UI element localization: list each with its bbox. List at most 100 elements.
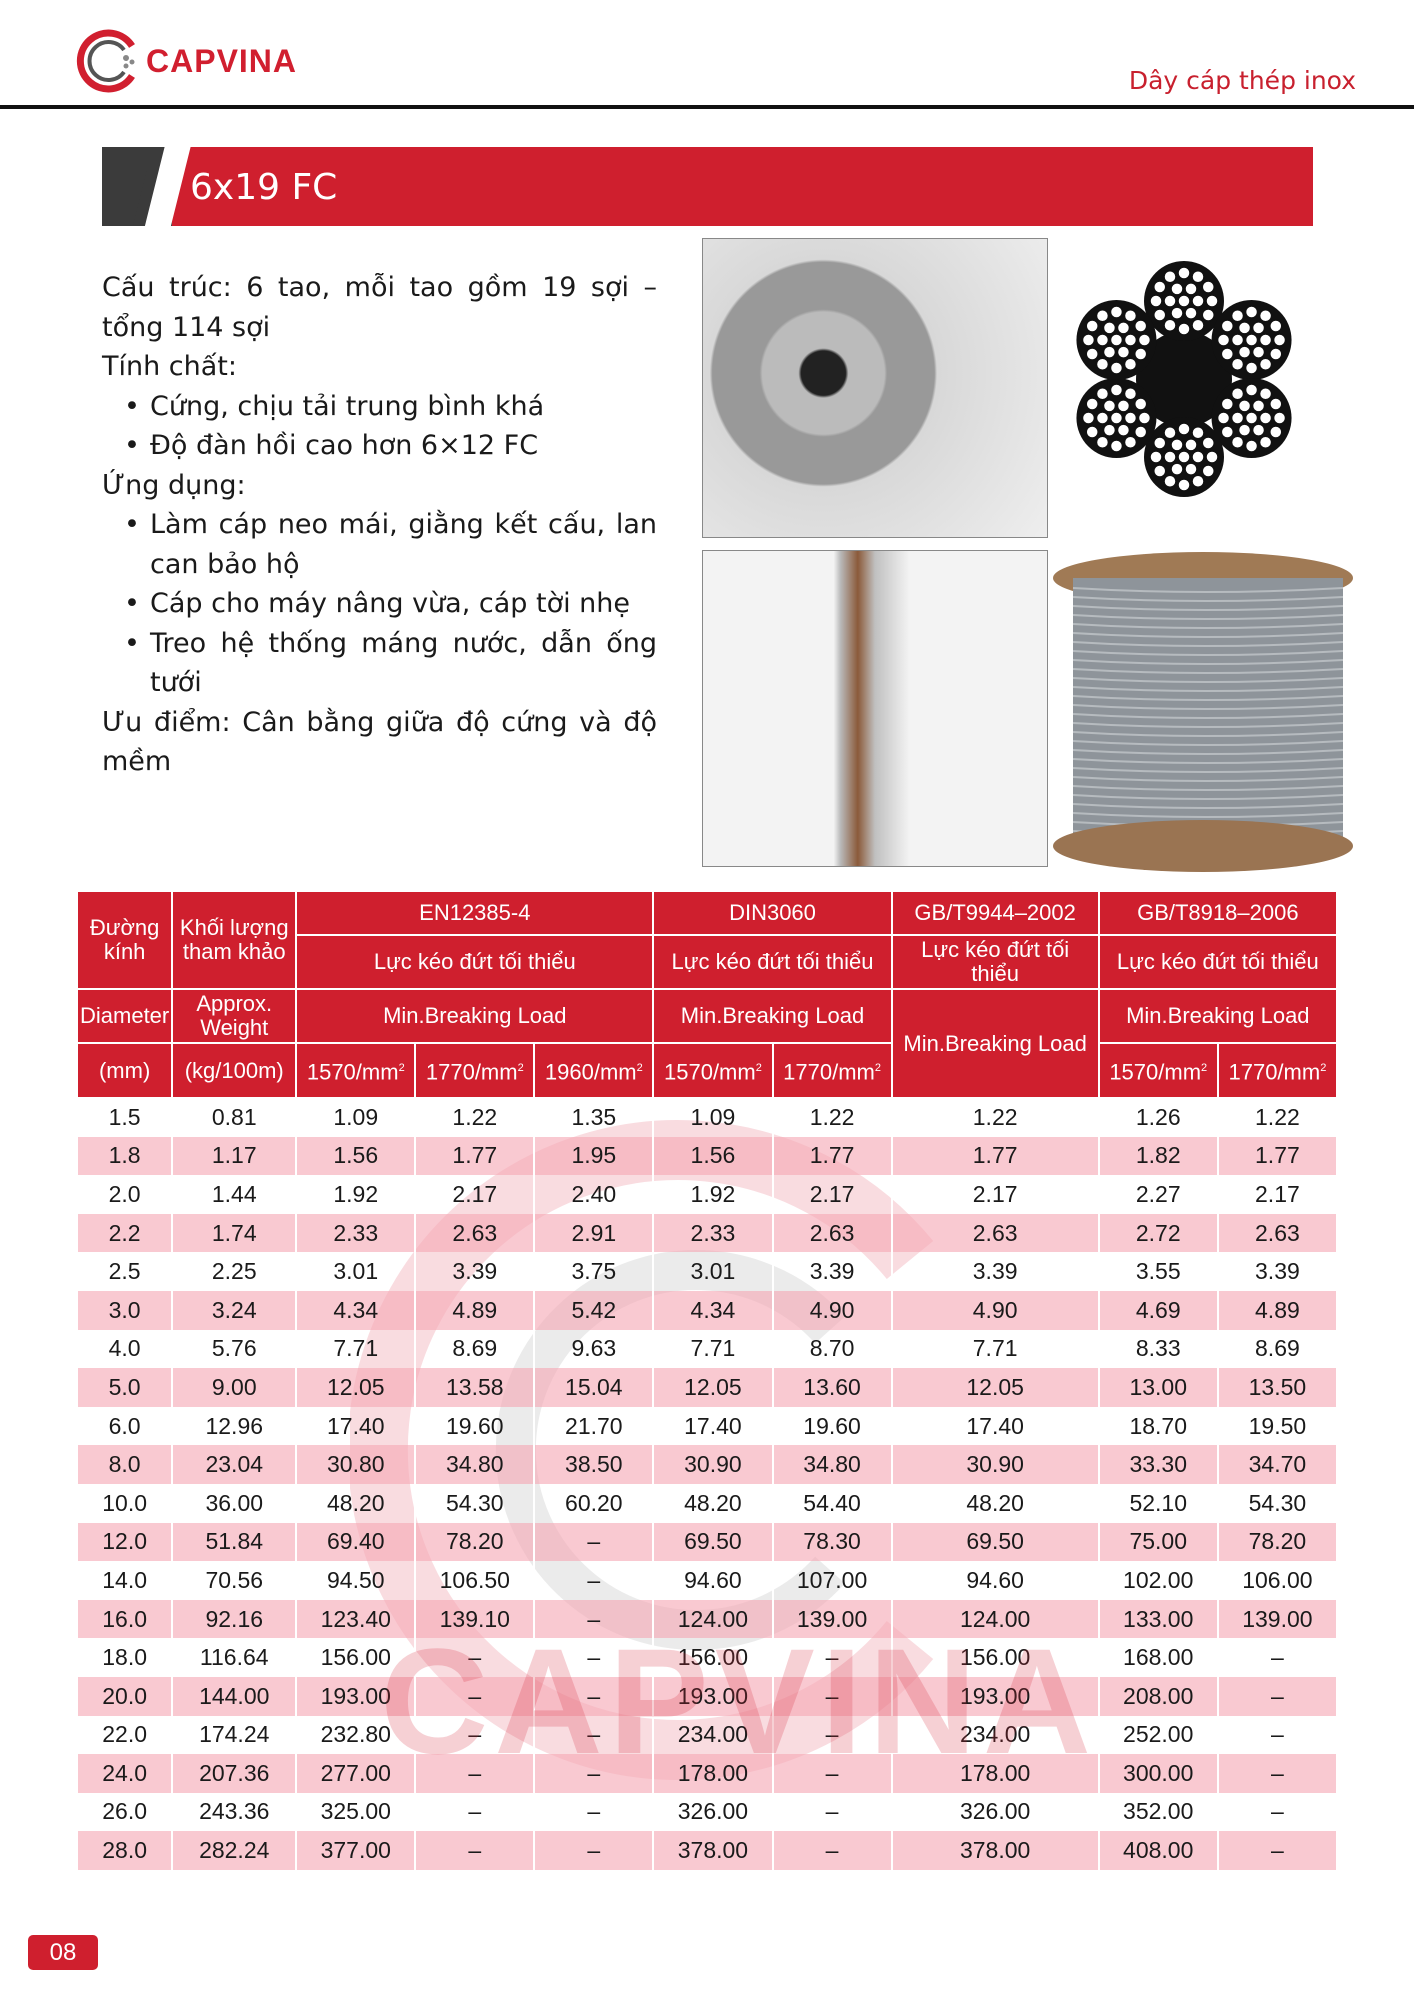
table-cell: 133.00	[1098, 1599, 1219, 1639]
header-grade: 1960/mm2	[534, 1043, 655, 1099]
table-cell: –	[772, 1831, 893, 1870]
table-cell: 300.00	[1098, 1754, 1219, 1793]
table-row: 2.5 2.25 3.01 3.39 3.75 3.01 3.39 3.39 3.55 3.39	[78, 1252, 1339, 1291]
header-std-en12385: EN12385-4	[296, 892, 655, 936]
table-cell: 3.39	[415, 1252, 536, 1291]
table-cell: 78.20	[1217, 1522, 1339, 1562]
table-cell: 60.20	[534, 1483, 655, 1523]
table-cell: 408.00	[1098, 1831, 1219, 1870]
header-grade: 1570/mm2	[1098, 1043, 1219, 1099]
table-cell: 48.20	[653, 1483, 774, 1523]
table-cell: 1.22	[1217, 1098, 1339, 1137]
table-cell: 51.84	[172, 1522, 298, 1562]
table-cell: 1.77	[891, 1136, 1100, 1176]
table-cell: –	[534, 1754, 655, 1793]
table-cell: 1.77	[1217, 1136, 1339, 1176]
header-mbl-en: Min.Breaking Load	[891, 989, 1100, 1099]
document-category: Dây cáp thép inox	[1128, 66, 1356, 95]
header-mbl-en: Min.Breaking Load	[1098, 989, 1339, 1044]
table-row: 5.0 9.00 12.05 13.58 15.04 12.05 13.60 12.05 13.…	[78, 1368, 1339, 1407]
applications-label: Ứng dụng:	[102, 469, 246, 501]
table-cell: –	[1217, 1715, 1339, 1755]
table-cell: 1.22	[772, 1098, 893, 1137]
table-cell: 378.00	[891, 1831, 1100, 1870]
table-cell: –	[415, 1754, 536, 1793]
table-cell: 21.70	[534, 1406, 655, 1446]
table-cell: 19.50	[1217, 1406, 1339, 1446]
table-cell: 174.24	[172, 1715, 298, 1755]
table-cell: 6.0	[78, 1406, 174, 1446]
table-cell: 208.00	[1098, 1676, 1219, 1716]
table-cell: 252.00	[1098, 1715, 1219, 1755]
table-cell: –	[772, 1792, 893, 1832]
table-row: 1.5 0.81 1.09 1.22 1.35 1.09 1.22 1.22 1.26 1.22	[78, 1098, 1339, 1137]
header-unit-mm: (mm)	[78, 1043, 174, 1099]
product-description: Cấu trúc: 6 tao, mỗi tao gồm 19 sợi – tổ…	[102, 268, 657, 782]
table-cell: 2.40	[534, 1175, 655, 1214]
table-cell: 2.27	[1098, 1175, 1219, 1214]
table-cell: 13.00	[1098, 1368, 1219, 1407]
header-std-gb9944: GB/T9944–2002	[891, 892, 1100, 936]
table-cell: 234.00	[891, 1715, 1100, 1755]
table-cell: 4.89	[1217, 1290, 1339, 1330]
table-cell: –	[772, 1754, 893, 1793]
table-cell: 78.20	[415, 1522, 536, 1562]
table-cell: –	[534, 1831, 655, 1870]
header-mbl-en: Min.Breaking Load	[296, 989, 655, 1044]
table-cell: 5.42	[534, 1290, 655, 1330]
table-cell: 8.70	[772, 1329, 893, 1369]
table-cell: 19.60	[415, 1406, 536, 1446]
table-row: 4.0 5.76 7.71 8.69 9.63 7.71 8.70 7.71 8.33 8.69	[78, 1329, 1339, 1369]
list-item: Treo hệ thống máng nước, dẫn ống tưới	[124, 624, 657, 703]
table-cell: 2.63	[891, 1213, 1100, 1253]
header-grade: 1570/mm2	[296, 1043, 417, 1099]
table-cell: 1.09	[653, 1098, 774, 1137]
table-cell: 3.75	[534, 1252, 655, 1291]
table-cell: 92.16	[172, 1599, 298, 1639]
table-cell: 17.40	[296, 1406, 417, 1446]
table-row: 6.0 12.96 17.40 19.60 21.70 17.40 19.60 17.40 18…	[78, 1406, 1339, 1446]
table-cell: 116.64	[172, 1638, 298, 1677]
table-cell: 4.69	[1098, 1290, 1219, 1330]
table-cell: 3.39	[772, 1252, 893, 1291]
table-cell: 69.40	[296, 1522, 417, 1562]
table-cell: 12.0	[78, 1522, 174, 1562]
advantage-text: Ưu điểm: Cân bằng giữa độ cứng và độ mềm	[102, 706, 657, 778]
table-cell: 3.24	[172, 1290, 298, 1330]
properties-label: Tính chất:	[102, 351, 237, 382]
header-mbl-vi: Lực kéo đứt tối thiểu	[296, 935, 655, 990]
table-cell: 2.17	[1217, 1175, 1339, 1214]
table-cell: 2.33	[296, 1213, 417, 1253]
table-cell: 12.96	[172, 1406, 298, 1446]
table-cell: 2.63	[1217, 1213, 1339, 1253]
header-grade: 1770/mm2	[1217, 1043, 1339, 1099]
table-cell: 2.0	[78, 1175, 174, 1214]
table-cell: 2.2	[78, 1213, 174, 1253]
table-cell: 3.0	[78, 1290, 174, 1330]
table-cell: 3.01	[653, 1252, 774, 1291]
table-cell: 16.0	[78, 1599, 174, 1639]
table-cell: 1.17	[172, 1136, 298, 1176]
table-cell: 2.25	[172, 1252, 298, 1291]
table-cell: 30.90	[891, 1445, 1100, 1484]
table-cell: 378.00	[653, 1831, 774, 1870]
table-row: 24.0 207.36 277.00– –178.00–178.00 300.00–	[78, 1754, 1339, 1793]
table-cell: –	[534, 1599, 655, 1639]
table-cell: 22.0	[78, 1715, 174, 1755]
table-cell: 8.69	[1217, 1329, 1339, 1369]
header-diameter-en: Diameter	[78, 989, 174, 1044]
table-cell: 1.92	[296, 1175, 417, 1214]
capvina-logo-icon	[76, 29, 135, 93]
page-number: 08	[28, 1935, 98, 1970]
table-cell: 8.69	[415, 1329, 536, 1369]
table-cell: 326.00	[653, 1792, 774, 1832]
table-cell: 70.56	[172, 1561, 298, 1600]
table-cell: 178.00	[891, 1754, 1100, 1793]
header-divider	[0, 105, 1414, 109]
table-cell: 2.17	[415, 1175, 536, 1214]
table-cell: 54.40	[772, 1483, 893, 1523]
table-cell: 326.00	[891, 1792, 1100, 1832]
table-cell: 54.30	[415, 1483, 536, 1523]
table-cell: 139.10	[415, 1599, 536, 1639]
header-mbl-vi: Lực kéo đứt tối thiểu	[1098, 935, 1339, 990]
